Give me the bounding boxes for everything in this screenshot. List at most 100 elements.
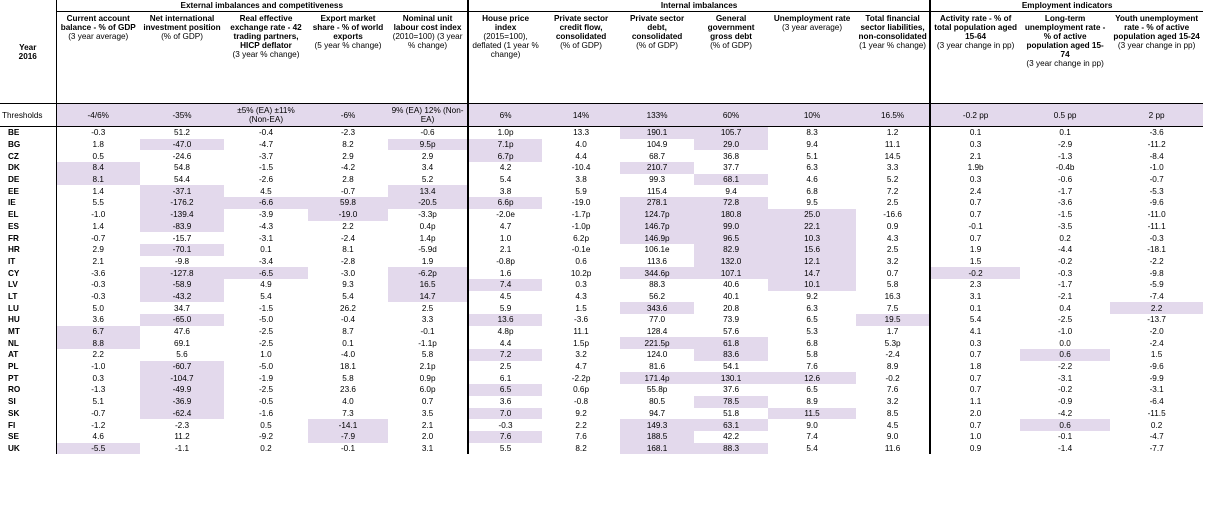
column-title: Total financial sector liabilities, non-… — [858, 14, 927, 41]
table-row: DK 8.4 54.8 -1.5 -4.2 3.4 4.2 -10.4 210.7 37.7 6.3… — [0, 162, 1203, 174]
table-cell: 130.1 — [694, 372, 769, 385]
table-cell: 1.7 — [886, 327, 899, 337]
table-cell: -1.9 — [258, 373, 274, 383]
table-cell: 0.4 — [1059, 303, 1071, 313]
group-header-row: Year 2016 External imbalances and compet… — [0, 0, 1204, 104]
table-cell: -7.7 — [1149, 443, 1164, 453]
country-code: IE — [0, 197, 57, 209]
table-cell: 4.4 — [467, 337, 543, 350]
table-cell: 4.7 — [467, 220, 543, 233]
table-cell: 4.6 — [92, 432, 104, 442]
table-cell: 149.3 — [620, 419, 695, 431]
table-cell: 6.7p — [467, 150, 543, 163]
table-cell: -2.6 — [258, 175, 274, 185]
column-title: Net international investment position — [143, 14, 221, 32]
table-cell: 6.5 — [806, 385, 818, 395]
table-cell: 3.6 — [92, 315, 104, 325]
table-cell: -1.5 — [258, 163, 274, 173]
table-cell: 221.5p — [620, 337, 695, 350]
table-cell: 0.1 — [342, 338, 354, 348]
table-cell: 6.1 — [467, 372, 543, 385]
table-cell: 188.5 — [620, 430, 695, 443]
table-cell: 1.5 — [1150, 350, 1163, 360]
table-cell: 20.8 — [723, 303, 740, 313]
table-cell: 11.1 — [573, 327, 589, 337]
table-cell: 83.6 — [694, 349, 769, 361]
table-cell: 2.3 — [929, 278, 1021, 291]
table-cell: 1.5 — [575, 303, 587, 313]
table-row: LT -0.3 -43.2 5.4 5.4 14.7 4.5 4.3 56.2 40.1 9.2 16… — [0, 290, 1203, 303]
table-cell: 0.7 — [929, 232, 1021, 244]
table-cell: -4.4 — [1058, 245, 1073, 255]
column-header-7: Private sector credit flow, consolidated… — [542, 12, 620, 104]
table-cell: -3.0 — [340, 268, 356, 278]
table-cell: 0.1 — [260, 245, 272, 255]
table-cell: -0.8p — [467, 255, 543, 268]
table-cell: 7.6 — [886, 385, 899, 395]
country-code: HR — [0, 243, 57, 256]
table-cell: 4.3 — [575, 291, 587, 301]
table-cell: -19.0 — [571, 198, 591, 208]
table-cell: 18.1 — [340, 362, 356, 372]
table-cell: 0.3 — [575, 280, 587, 290]
table-cell: 77.0 — [649, 315, 666, 325]
table-cell: -4.0 — [340, 350, 356, 360]
table-cell: 36.8 — [723, 151, 740, 161]
table-cell: 7.6 — [575, 432, 587, 442]
column-subtitle: (3 year change in pp) — [936, 41, 1015, 50]
table-cell: 25.0 — [768, 208, 857, 221]
table-cell: -2.2 — [1149, 256, 1164, 266]
country-code: BG — [0, 138, 57, 151]
threshold-cell: 6% — [467, 103, 543, 127]
table-cell: -0.5 — [258, 397, 274, 407]
table-cell: 72.8 — [694, 197, 769, 209]
table-cell: -0.1 — [420, 327, 435, 337]
table-cell: 0.4p — [419, 221, 436, 231]
table-cell: 19.5 — [856, 314, 931, 326]
column-subtitle: (2010=100) (3 year % change) — [392, 32, 463, 50]
table-row: UK -5.5 -1.1 0.2 -0.1 3.1 5.5 8.2 168.1 88.3 5.4 11… — [0, 442, 1203, 455]
column-subtitle: (% of GDP) — [560, 41, 602, 50]
table-cell: 3.8 — [575, 175, 587, 185]
thresholds-label: Thresholds — [0, 103, 57, 127]
table-cell: 88.3 — [694, 442, 769, 455]
table-cell: -1.1 — [174, 443, 190, 453]
table-cell: -3.3p — [418, 210, 437, 220]
table-cell: 4.0 — [575, 140, 587, 150]
table-cell: 2.4 — [929, 185, 1021, 198]
column-title: Real effective exchange rate - 42 tradin… — [230, 14, 302, 50]
table-cell: -58.9 — [140, 278, 224, 291]
column-header-2: Net international investment position (% … — [140, 12, 224, 104]
table-cell: 57.6 — [723, 327, 740, 337]
table-cell: 9.4 — [725, 186, 737, 196]
table-cell: -9.8 — [174, 256, 190, 266]
threshold-cell: 10% — [768, 103, 857, 127]
threshold-cell: -35% — [140, 103, 224, 127]
table-cell: 7.0 — [467, 407, 543, 420]
table-cell: -4.2 — [340, 163, 356, 173]
table-cell: 7.1p — [467, 138, 543, 151]
table-cell: -16.6 — [883, 210, 902, 220]
country-code: AT — [0, 349, 57, 361]
table-cell: 14.7 — [768, 267, 857, 279]
country-code: LT — [0, 290, 57, 303]
table-cell: -15.7 — [172, 233, 192, 243]
country-code: DK — [0, 162, 57, 174]
table-cell: 13.6 — [467, 314, 543, 326]
table-cell: 99.0 — [694, 220, 769, 233]
table-row: CY -3.6 -127.8 -6.5 -3.0 -6.2p 1.6 10.2p 344.6p 1… — [0, 267, 1203, 279]
table-cell: -1.0 — [1149, 163, 1164, 173]
country-code: FI — [0, 419, 57, 431]
table-cell: -2.4 — [340, 233, 356, 243]
table-cell: 3.4 — [421, 163, 434, 173]
table-row: ES 1.4 -83.9 -4.3 2.2 0.4p 4.7 -1.0p 146.7p 99.0 2… — [0, 220, 1203, 233]
table-cell: -5.3 — [1149, 186, 1164, 196]
table-cell: 5.4 — [806, 443, 818, 453]
table-cell: 5.4 — [260, 291, 272, 301]
table-cell: 5.4 — [467, 173, 543, 186]
table-row: FI -1.2 -2.3 0.5 -14.1 2.1 -0.3 2.2 149.3 63.1 9.0… — [0, 419, 1203, 431]
table-cell: -6.6 — [224, 197, 308, 209]
table-cell: 2.2 — [342, 221, 354, 231]
table-cell: 54.1 — [723, 362, 740, 372]
table-cell: -2.8 — [340, 256, 356, 266]
